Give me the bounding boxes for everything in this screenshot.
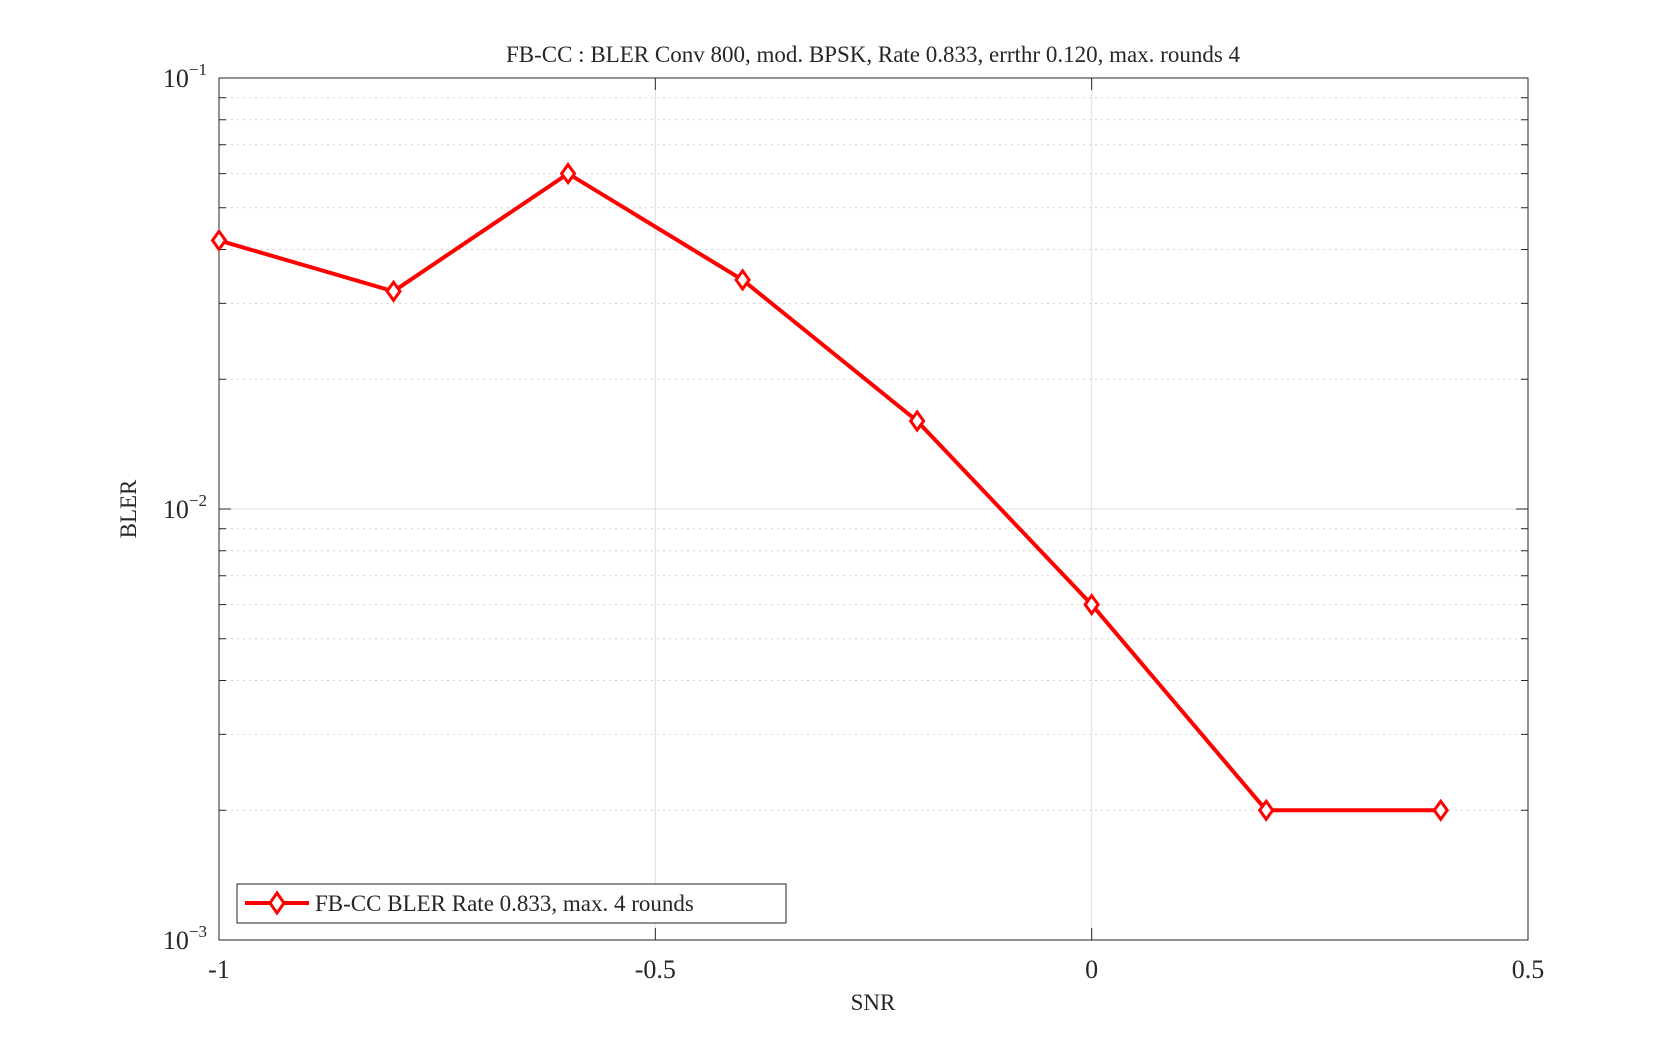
y-tick-label-exponent: −1: [189, 60, 207, 79]
data-point-marker: [385, 279, 402, 303]
legend-box: [236, 883, 787, 924]
y-tick-label-base: 10: [163, 926, 189, 955]
y-tick-label-exponent: −3: [189, 922, 207, 941]
data-point-marker: [1432, 798, 1450, 822]
y-tick-label: 10−1: [163, 60, 207, 93]
y-tick-label-base: 10: [163, 64, 189, 93]
data-point-marker: [1257, 798, 1275, 822]
plot-frame: [218, 77, 1529, 941]
legend: FB-CC BLER Rate 0.833, max. 4 rounds: [236, 883, 787, 924]
legend-diamond-marker: [268, 890, 286, 916]
tick-labels: -1 -0.5 0 0.510−310−210−1: [163, 60, 1544, 984]
y-tick-label: 10−2: [163, 491, 207, 524]
chart-title: FB-CC : BLER Conv 800, mod. BPSK, Rate 0…: [506, 42, 1241, 67]
data-point-marker: [559, 162, 577, 186]
y-tick-label-base: 10: [163, 495, 189, 524]
series-layer: [210, 162, 1450, 822]
x-axis-label: SNR: [851, 990, 896, 1015]
x-tick-label: -1: [208, 955, 230, 984]
x-tick-label: 0.5: [1512, 955, 1545, 984]
data-point-marker: [210, 228, 228, 252]
y-tick-label: 10−3: [163, 922, 207, 955]
legend-label: FB-CC BLER Rate 0.833, max. 4 rounds: [315, 891, 694, 916]
y-axis-label: BLER: [116, 479, 141, 538]
y-tick-label-exponent: −2: [189, 491, 207, 510]
series-line: [218, 171, 1441, 813]
data-point-marker: [1083, 593, 1101, 617]
data-point-marker: [734, 268, 751, 292]
x-tick-label: -0.5: [635, 955, 676, 984]
data-point-marker: [908, 409, 926, 433]
x-tick-label: 0: [1085, 955, 1098, 984]
